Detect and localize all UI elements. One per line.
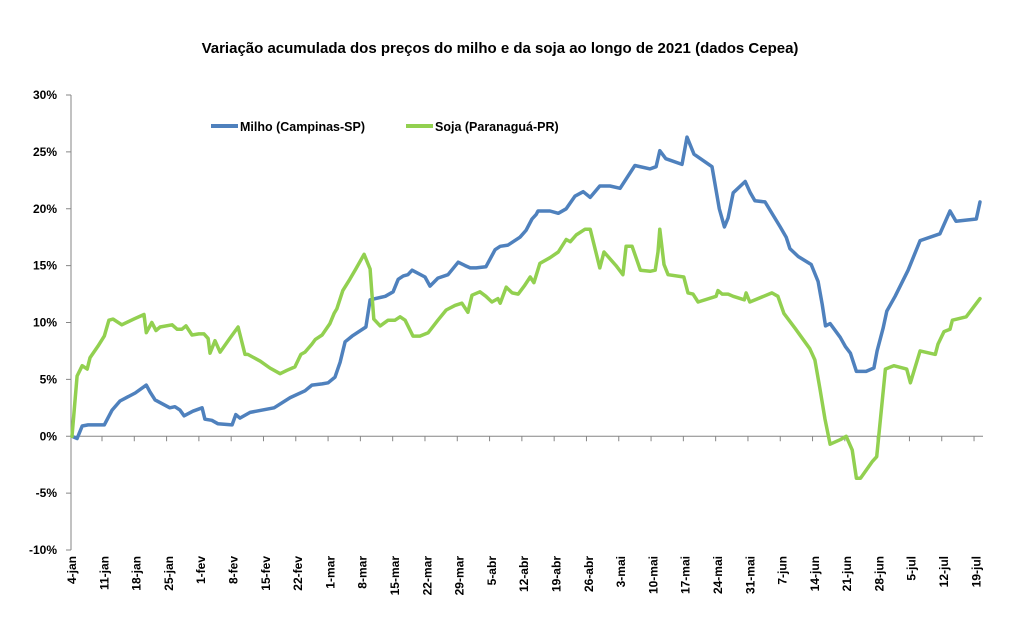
y-tick-label: 15% bbox=[33, 259, 57, 273]
x-axis: 4-jan 11-jan 18-jan 25-jan 1-fev 8-fev 15-fev 2… bbox=[65, 435, 983, 596]
x-tick-label: 5-abr bbox=[485, 556, 499, 586]
series-layer bbox=[70, 135, 982, 481]
x-tick-label: 14-jun bbox=[808, 556, 822, 591]
y-tick-label: -5% bbox=[36, 486, 58, 500]
x-tick-label: 28-jun bbox=[872, 556, 886, 591]
x-tick-label: 1-mar bbox=[323, 556, 337, 589]
y-tick-label: 25% bbox=[33, 145, 57, 159]
x-tick-label: 24-mai bbox=[711, 556, 725, 594]
legend-label-soja: Soja (Paranaguá-PR) bbox=[435, 120, 559, 134]
x-tick-label: 4-jan bbox=[65, 556, 79, 584]
x-tick-label: 8-fev bbox=[226, 556, 240, 584]
legend-item-milho: Milho (Campinas-SP) bbox=[211, 120, 365, 134]
x-tick-label: 17-mai bbox=[679, 556, 693, 594]
x-tick-label: 7-jun bbox=[776, 556, 790, 585]
x-tick-label: 22-mar bbox=[420, 556, 434, 596]
legend-item-soja: Soja (Paranaguá-PR) bbox=[406, 120, 559, 134]
x-tick-label: 26-abr bbox=[582, 556, 596, 592]
x-tick-label: 29-mar bbox=[453, 556, 467, 596]
x-tick-label: 8-mar bbox=[356, 556, 370, 589]
series-line-milho bbox=[70, 135, 982, 441]
chart-title: Variação acumulada dos preços do milho e… bbox=[202, 40, 799, 57]
x-tick-label: 10-mai bbox=[646, 556, 660, 594]
y-tick-label: -10% bbox=[29, 543, 57, 557]
x-tick-label: 22-fev bbox=[291, 556, 305, 591]
x-tick-label: 21-jun bbox=[840, 556, 854, 591]
x-tick-label: 31-mai bbox=[743, 556, 757, 594]
x-tick-label: 19-abr bbox=[549, 556, 563, 592]
x-tick-label: 12-jul bbox=[937, 556, 951, 587]
series-line-soja bbox=[70, 227, 982, 481]
x-tick-label: 5-jul bbox=[905, 556, 919, 581]
x-tick-label: 15-fev bbox=[259, 556, 273, 591]
x-tick-label: 19-jul bbox=[969, 556, 983, 587]
legend-label-milho: Milho (Campinas-SP) bbox=[240, 120, 365, 134]
x-tick-label: 11-jan bbox=[97, 556, 111, 590]
y-tick-label: 10% bbox=[33, 316, 57, 330]
y-tick-label: 30% bbox=[33, 88, 57, 102]
y-tick-label: 0% bbox=[40, 429, 58, 443]
x-tick-label: 25-jan bbox=[162, 556, 176, 591]
y-tick-label: 20% bbox=[33, 202, 57, 216]
x-tick-label: 3-mai bbox=[614, 556, 628, 587]
legend: Milho (Campinas-SP) Soja (Paranaguá-PR) bbox=[211, 120, 559, 134]
x-tick-label: 15-mar bbox=[388, 556, 402, 596]
y-axis: -10% -5% 0% 5% 10% 15% 20% 25% 30% bbox=[29, 88, 72, 557]
x-tick-label: 12-abr bbox=[517, 556, 531, 592]
x-tick-label: 1-fev bbox=[194, 556, 208, 584]
y-tick-label: 5% bbox=[40, 372, 58, 386]
x-tick-label: 18-jan bbox=[130, 556, 144, 591]
